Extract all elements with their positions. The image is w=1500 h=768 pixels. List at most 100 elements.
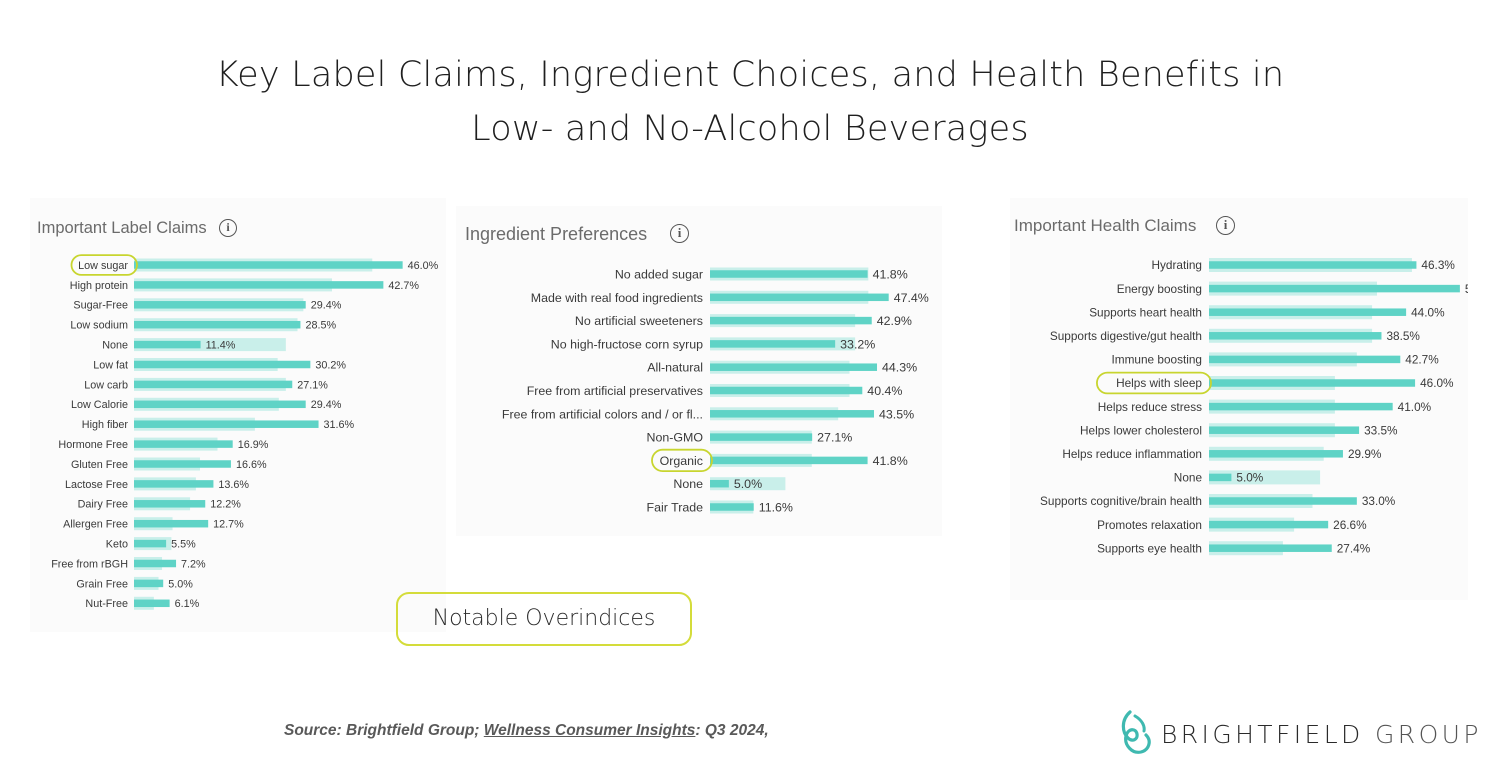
bar-dairy-free: [134, 500, 206, 508]
bar-lactose-free: [134, 480, 214, 488]
category-label-sugar-free: Sugar-Free: [73, 300, 128, 312]
bar-none: [710, 479, 729, 488]
bar-free-from-rbgh: [134, 559, 177, 568]
value-label-organic: 41.8%: [873, 454, 908, 468]
category-label-helps-lower-cholesterol: Helps lower cholesterol: [1080, 423, 1202, 437]
value-label-low-fat: 30.2%: [315, 359, 346, 371]
value-label-allergen-free: 12.7%: [213, 519, 244, 531]
category-label-helps-reduce-inflammation: Helps reduce inflammation: [1062, 447, 1202, 461]
category-label-high-fiber: High fiber: [82, 419, 129, 431]
category-label-immune-boosting: Immune boosting: [1112, 353, 1203, 367]
category-label-helps-with-sleep: Helps with sleep: [1116, 376, 1202, 390]
category-label-supports-cognitive-brain-health: Supports cognitive/brain health: [1040, 494, 1202, 508]
category-label-gluten-free: Gluten Free: [71, 459, 128, 471]
category-label-energy-boosting: Energy boosting: [1117, 282, 1202, 296]
category-label-free-from-artificial-colors-and-or-fl: Free from artificial colors and / or fl.…: [502, 407, 703, 421]
bar-helps-reduce-inflammation: [1209, 450, 1343, 458]
brightfield-logo-icon: [1121, 710, 1151, 754]
bar-supports-heart-health: [1209, 308, 1407, 316]
value-label-nut-free: 6.1%: [175, 598, 200, 610]
bar-hydrating: [1209, 261, 1417, 269]
highlight-ring-helps-with-sleep: [1096, 371, 1212, 395]
category-label-free-from-rbgh: Free from rBGH: [51, 558, 128, 570]
bar-gluten-free: [134, 460, 231, 468]
value-label-high-protein: 42.7%: [388, 280, 419, 292]
value-label-low-sodium: 28.5%: [305, 320, 336, 332]
bar-no-artificial-sweeteners: [710, 316, 872, 325]
value-label-lactose-free: 13.6%: [218, 479, 249, 491]
value-label-supports-heart-health: 44.0%: [1411, 305, 1445, 319]
bar-organic: [710, 456, 868, 465]
category-label-non-gmo: Non-GMO: [647, 431, 704, 445]
value-label-low-sugar: 46.0%: [408, 260, 439, 272]
category-label-fair-trade: Fair Trade: [647, 500, 704, 514]
bar-promotes-relaxation: [1209, 520, 1329, 529]
bar-allergen-free: [134, 519, 209, 528]
value-label-helps-with-sleep: 46.0%: [1420, 376, 1454, 390]
health-claims-chart: Hydrating 46.3% Energy boosting 56.0% Suppor…: [1040, 258, 1468, 555]
label-claims-panel: Important Label Claims i Low sugar 46.0% H…: [30, 198, 446, 632]
value-label-keto: 5.5%: [171, 538, 196, 550]
category-label-allergen-free: Allergen Free: [63, 519, 128, 531]
brand-logo-text: BRIGHTFIELD GROUP: [1161, 720, 1482, 749]
bar-high-protein: [134, 281, 384, 289]
category-label-low-calorie: Low Calorie: [71, 399, 128, 411]
bar-hormone-free: [134, 440, 233, 448]
category-label-supports-heart-health: Supports heart health: [1089, 305, 1202, 319]
bar-non-gmo: [710, 433, 813, 441]
value-label-free-from-artificial-preservatives: 40.4%: [867, 384, 902, 398]
bar-low-sodium: [134, 320, 301, 329]
label-claims-chart: Low sugar 46.0% High protein 42.7% Sugar-Fre…: [51, 254, 439, 610]
value-label-all-natural: 44.3%: [882, 361, 917, 375]
value-label-dairy-free: 12.2%: [210, 499, 241, 511]
value-label-none: 11.4%: [206, 339, 236, 351]
value-label-helps-lower-cholesterol: 33.5%: [1364, 423, 1398, 437]
bar-low-fat: [134, 360, 311, 369]
category-label-no-high-fructose-corn-syrup: No high-fructose corn syrup: [551, 337, 703, 351]
ingredient-preferences-title: Ingredient Preferences: [465, 224, 648, 244]
bar-supports-digestive-gut-health: [1209, 332, 1382, 340]
bar-low-carb: [134, 380, 293, 389]
category-label-nut-free: Nut-Free: [85, 598, 128, 610]
bar-sugar-free: [134, 301, 306, 309]
value-label-promotes-relaxation: 26.6%: [1333, 518, 1367, 532]
value-label-hormone-free: 16.9%: [238, 439, 269, 451]
brand-logo-text-bold: BRIGHTFIELD: [1161, 720, 1364, 749]
label-claims-title: Important Label Claims: [37, 219, 207, 237]
category-label-none: None: [673, 477, 703, 491]
bar-helps-with-sleep: [1209, 379, 1416, 387]
bar-free-from-artificial-preservatives: [710, 386, 863, 395]
value-label-free-from-artificial-colors-and-or-fl: 43.5%: [879, 407, 914, 421]
category-label-high-protein: High protein: [70, 280, 128, 292]
bar-made-with-real-food-ingredients: [710, 293, 889, 302]
category-label-supports-digestive-gut-health: Supports digestive/gut health: [1050, 329, 1202, 343]
value-label-free-from-rbgh: 7.2%: [181, 558, 206, 570]
source-link[interactable]: Wellness Consumer Insights: [483, 722, 696, 739]
bar-low-sugar: [134, 261, 403, 269]
category-label-none: None: [102, 339, 128, 351]
info-icon[interactable]: i: [1216, 216, 1235, 235]
health-claims-panel: Important Health Claims i Hydrating 46.3%…: [1010, 198, 1468, 600]
bar-immune-boosting: [1209, 355, 1401, 364]
highlight-ring-low-sugar: [70, 254, 138, 276]
value-label-low-carb: 27.1%: [297, 379, 328, 391]
bar-supports-eye-health: [1209, 544, 1332, 552]
category-label-hydrating: Hydrating: [1152, 258, 1203, 272]
page-title-line-1: Key Label Claims, Ingredient Choices, an…: [215, 55, 1285, 95]
ingredient-preferences-chart: No added sugar 41.8% Made with real food i…: [502, 267, 929, 514]
value-label-immune-boosting: 42.7%: [1405, 353, 1439, 367]
value-label-supports-digestive-gut-health: 38.5%: [1386, 329, 1420, 343]
value-label-supports-cognitive-brain-health: 33.0%: [1362, 494, 1396, 508]
page-title: Key Label Claims, Ingredient Choices, an…: [0, 48, 1500, 156]
category-label-made-with-real-food-ingredients: Made with real food ingredients: [531, 291, 703, 305]
bar-all-natural: [710, 363, 878, 371]
value-label-grain-free: 5.0%: [168, 578, 193, 590]
value-label-hydrating: 46.3%: [1421, 258, 1455, 272]
info-icon[interactable]: i: [219, 219, 237, 237]
bar-low-calorie: [134, 400, 306, 409]
value-label-no-added-sugar: 41.8%: [873, 267, 908, 281]
info-icon[interactable]: i: [670, 224, 689, 243]
category-label-free-from-artificial-preservatives: Free from artificial preservatives: [527, 384, 703, 398]
bar-keto: [134, 539, 167, 548]
bar-grain-free: [134, 579, 164, 588]
